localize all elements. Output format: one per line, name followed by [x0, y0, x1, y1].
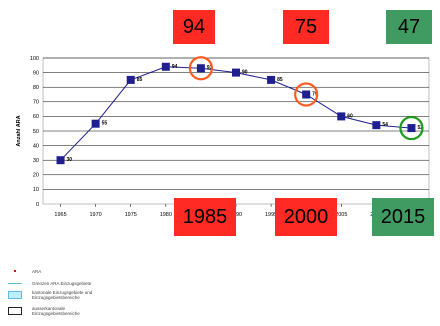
- data-label: 93: [207, 65, 213, 71]
- x-tick-label: 1990: [230, 212, 242, 218]
- legend-label: ausserkantonale Einzugsgebietsbereiche: [32, 306, 80, 316]
- y-tick-label: 70: [33, 100, 39, 106]
- highlight-circle: [399, 115, 424, 141]
- x-tick-label: 1975: [125, 212, 137, 218]
- x-tick-label: 2005: [335, 212, 347, 218]
- y-axis-ticks: 0 10 20 30 40 50 60 70 80 90 100: [30, 56, 39, 208]
- y-tick-label: 90: [33, 70, 39, 76]
- callout-bottom-2: 2000: [275, 198, 337, 236]
- x-tick-label: 1965: [54, 212, 66, 218]
- outline-box-icon: [8, 306, 22, 316]
- legend-label: ARA: [32, 268, 42, 274]
- ara-dot-icon: [8, 266, 22, 276]
- y-tick-label: 80: [33, 85, 39, 91]
- data-label: 94: [172, 64, 178, 70]
- data-label: 90: [242, 70, 248, 76]
- legend-item-ara: ARA: [8, 266, 41, 276]
- data-point: [232, 68, 240, 77]
- data-point: [161, 62, 170, 71]
- data-label: 60: [347, 113, 353, 119]
- data-labels: 30 55 85 94 93 90 85 75 60 54 52: [67, 64, 424, 163]
- data-label: 30: [67, 157, 73, 163]
- y-tick-label: 100: [30, 56, 39, 62]
- highlight-circle: [294, 82, 319, 107]
- x-tick-label: 1980: [160, 212, 172, 218]
- legend-item-ausserkantonale: ausserkantonale Einzugsgebietsbereiche: [8, 306, 80, 316]
- data-point: [407, 124, 416, 133]
- data-label: 85: [277, 77, 283, 83]
- data-point: [302, 90, 311, 99]
- data-label: 52: [417, 125, 423, 131]
- boundary-line-icon: [8, 278, 22, 288]
- callout-top-2: 75: [283, 10, 329, 44]
- x-axis-ticks: 1965197019751980198519901995200020052010…: [54, 204, 418, 218]
- callout-bottom-3: 2015: [372, 198, 434, 236]
- data-point: [267, 75, 276, 84]
- y-tick-label: 30: [33, 158, 39, 164]
- data-label: 54: [382, 122, 388, 128]
- legend-label: Grenzen ARA Einzugsgebiete: [32, 280, 92, 286]
- callout-top-3: 47: [386, 10, 432, 44]
- data-label: 85: [137, 77, 143, 83]
- callout-bottom-1: 1985: [174, 198, 236, 236]
- data-point: [196, 64, 205, 73]
- y-tick-label: 10: [33, 187, 39, 193]
- legend-item-kantonale: kantonale Einzugsgebiete und Einzugsgebi…: [8, 290, 92, 300]
- highlight-circles: [188, 56, 424, 141]
- data-label: 55: [102, 121, 108, 127]
- x-tick-label: 1995: [265, 212, 277, 218]
- series-markers: [56, 62, 416, 165]
- legend-label: kantonale Einzugsgebiete und Einzugsgebi…: [32, 290, 93, 300]
- data-point: [126, 75, 135, 84]
- cyan-box-icon: [8, 290, 22, 300]
- y-tick-label: 50: [33, 129, 39, 135]
- legend-item-grenzen: Grenzen ARA Einzugsgebiete: [8, 278, 91, 288]
- x-tick-label: 1970: [90, 212, 102, 218]
- y-tick-label: 20: [33, 173, 39, 179]
- data-point: [56, 156, 65, 165]
- data-point: [372, 121, 381, 130]
- y-tick-label: 0: [36, 202, 39, 208]
- callout-top-1: 94: [173, 10, 215, 44]
- data-point: [91, 119, 100, 128]
- data-point: [337, 112, 346, 121]
- y-axis-label: Anzahl ARA: [16, 115, 22, 146]
- y-tick-label: 60: [33, 114, 39, 120]
- highlight-circle: [188, 56, 214, 81]
- y-tick-label: 40: [33, 143, 39, 149]
- data-label: 75: [312, 92, 318, 98]
